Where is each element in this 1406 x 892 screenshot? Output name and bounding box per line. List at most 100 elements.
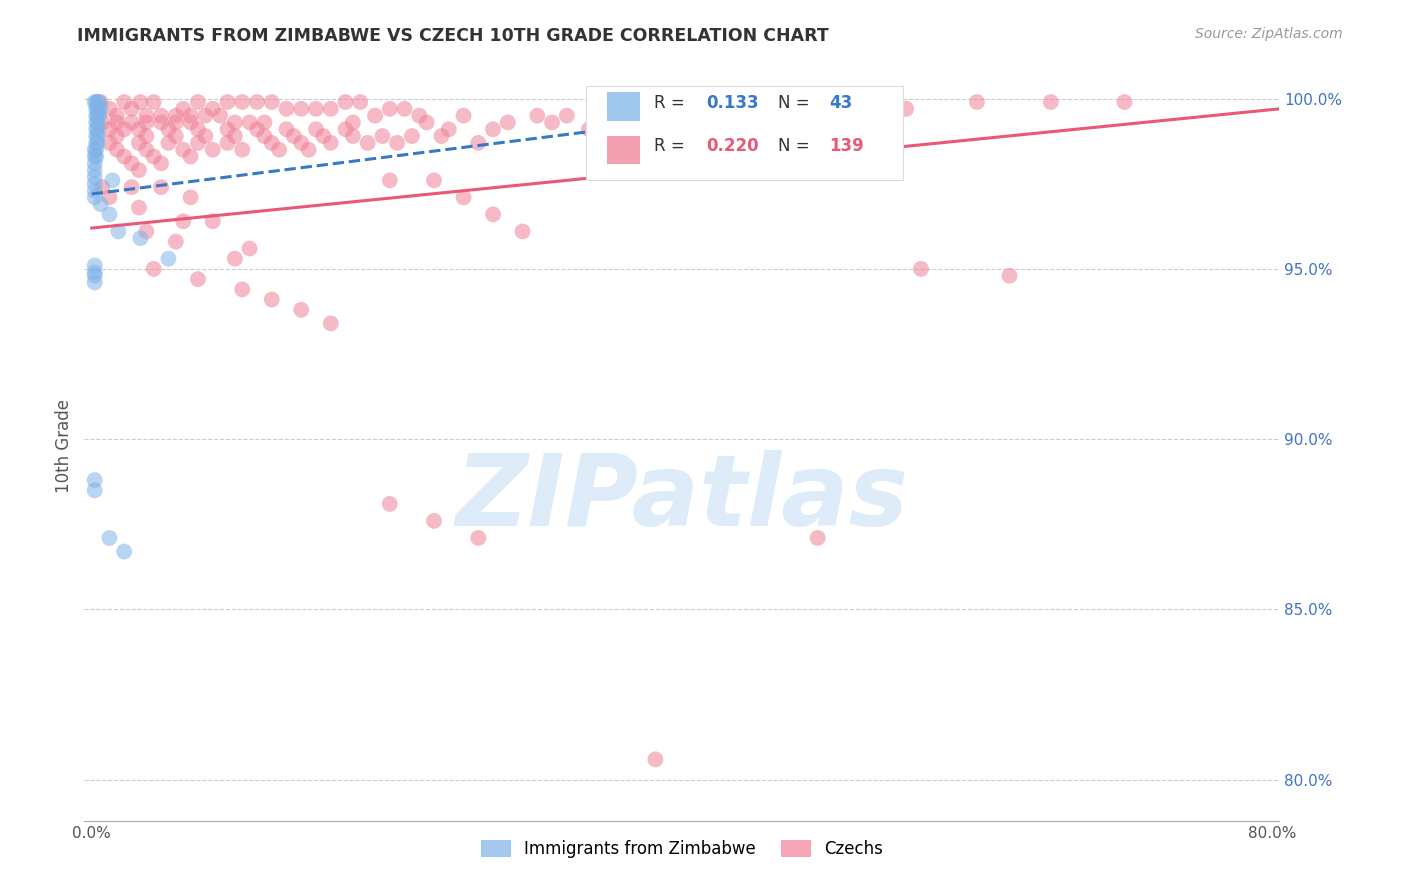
Point [105,143,128,157]
Point [157,136,180,150]
Point [83,265,105,279]
Point [84,129,107,144]
Point [135,115,157,129]
Point [209,109,232,123]
Point [703,109,725,123]
Point [83,95,105,109]
Point [165,109,187,123]
Point [614,115,637,129]
Point [201,143,224,157]
Point [84,109,107,123]
Point [187,95,209,109]
Point [644,102,666,116]
Point [165,115,187,129]
Point [526,109,548,123]
Point [201,214,224,228]
Point [312,129,335,144]
Point [128,122,150,136]
Point [246,122,269,136]
Point [121,115,143,129]
Point [201,102,224,116]
Point [90,95,112,109]
Point [180,149,202,163]
Point [423,514,446,528]
Point [748,115,770,129]
Point [415,115,437,129]
Point [378,102,401,116]
Point [128,201,150,215]
Point [239,115,262,129]
Point [260,293,283,307]
Point [467,531,489,545]
Point [83,163,105,178]
Point [84,136,107,150]
Point [165,129,187,144]
Point [98,136,121,150]
Point [91,180,114,194]
Point [453,109,475,123]
Point [253,129,276,144]
Point [541,115,564,129]
Point [107,224,129,238]
Point [135,143,157,157]
Point [105,109,128,123]
Point [86,129,108,144]
Point [224,252,246,266]
Point [217,122,239,136]
Point [105,129,128,144]
Point [482,207,505,221]
Point [821,109,844,123]
Bar [606,93,640,120]
Point [1039,95,1062,109]
Legend: Immigrants from Zimbabwe, Czechs: Immigrants from Zimbabwe, Czechs [474,833,890,864]
Point [84,143,107,157]
Point [194,109,217,123]
Point [83,483,105,498]
Point [86,102,108,116]
Point [423,173,446,187]
Point [157,252,180,266]
Point [135,109,157,123]
Point [224,129,246,144]
Point [298,143,321,157]
Point [142,95,165,109]
Point [112,95,135,109]
Text: 0.220: 0.220 [706,137,758,155]
Point [966,95,988,109]
Point [305,102,328,116]
Point [290,302,312,317]
Point [319,136,342,150]
Point [86,122,108,136]
Point [83,184,105,198]
Point [121,180,143,194]
Text: 0.133: 0.133 [706,94,758,112]
Point [371,129,394,144]
Point [467,136,489,150]
Point [482,122,505,136]
Point [83,259,105,273]
Point [910,261,932,276]
Point [673,122,696,136]
Point [394,102,416,116]
Point [129,231,152,245]
Point [496,115,519,129]
Point [83,473,105,487]
Point [276,102,298,116]
Point [807,531,830,545]
Point [83,156,105,170]
Point [217,95,239,109]
Point [135,129,157,144]
Point [180,109,202,123]
Point [150,109,173,123]
Point [150,156,173,170]
Point [290,136,312,150]
Point [172,143,194,157]
Point [187,136,209,150]
Point [260,136,283,150]
Point [269,143,291,157]
Point [83,190,105,204]
Point [512,224,534,238]
Point [231,143,253,157]
Text: N =: N = [778,137,814,155]
Point [84,122,107,136]
